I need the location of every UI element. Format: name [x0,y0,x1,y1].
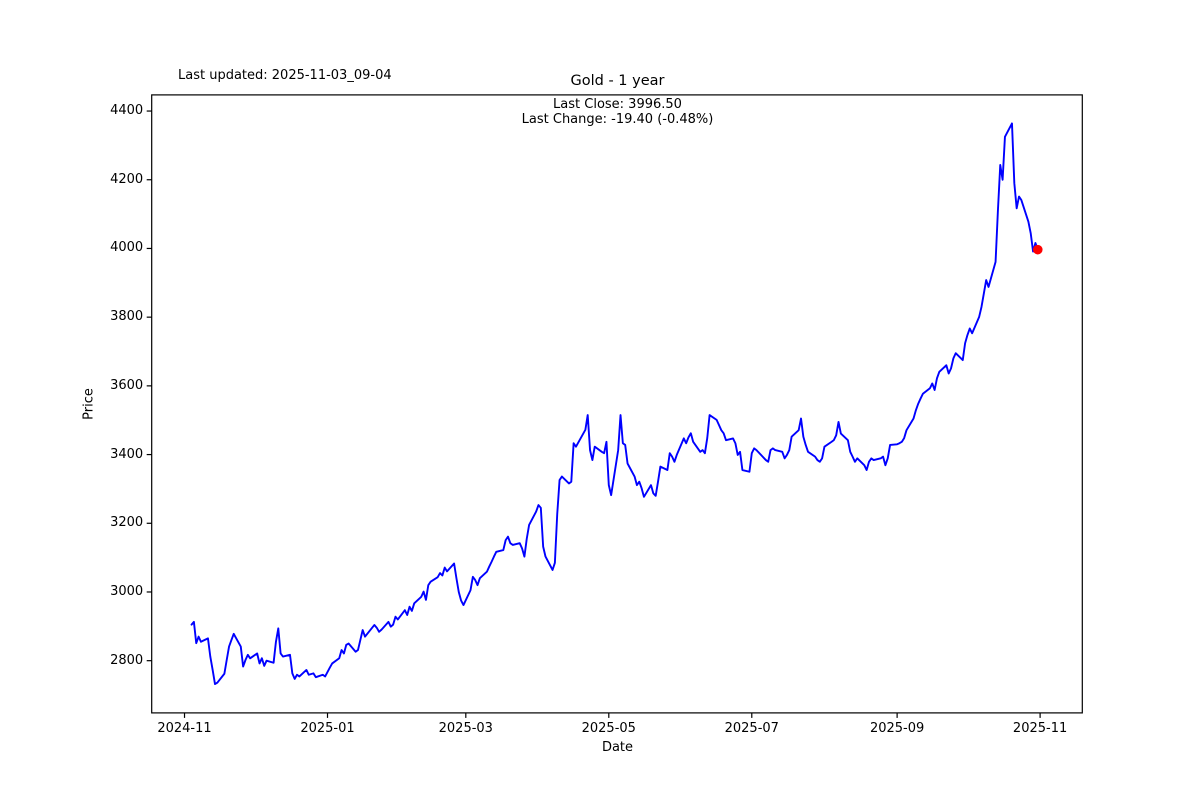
last-close-line: Last Close: 3996.50 [553,97,682,112]
y-tick-label: 4400 [110,103,144,119]
y-tick-label: 4000 [110,240,144,256]
axes-spines [151,94,1083,714]
y-tick-label: 3800 [110,309,144,325]
x-tick-label: 2025-01 [300,721,355,737]
price-line [190,122,1039,685]
x-tick-label: 2025-05 [581,721,636,737]
y-tick-label: 3600 [110,377,144,393]
x-tick-label: 2024-11 [157,721,212,737]
y-tick-label: 3000 [110,583,144,599]
y-tick-label: 2800 [110,652,144,668]
chart-title: Gold - 1 year [570,73,665,89]
last-close-annotation: Last Close: 3996.50 Last Change: -19.40 … [152,97,1083,127]
y-tick-label: 4200 [110,171,144,187]
x-tick-label: 2025-03 [438,721,493,737]
y-tick-label: 3400 [110,446,144,462]
last-close-marker [1032,244,1043,255]
y-tick-label: 3200 [110,515,144,531]
last-change-line: Last Change: -19.40 (-0.48%) [521,112,714,127]
x-axis-label: Date [601,740,634,755]
x-tick-label: 2025-09 [869,721,925,737]
x-tick-label: 2025-07 [724,721,779,737]
last-updated-text: Last updated: 2025-11-03_09-04 [178,68,392,83]
x-tick-label: 2025-11 [1012,721,1068,737]
